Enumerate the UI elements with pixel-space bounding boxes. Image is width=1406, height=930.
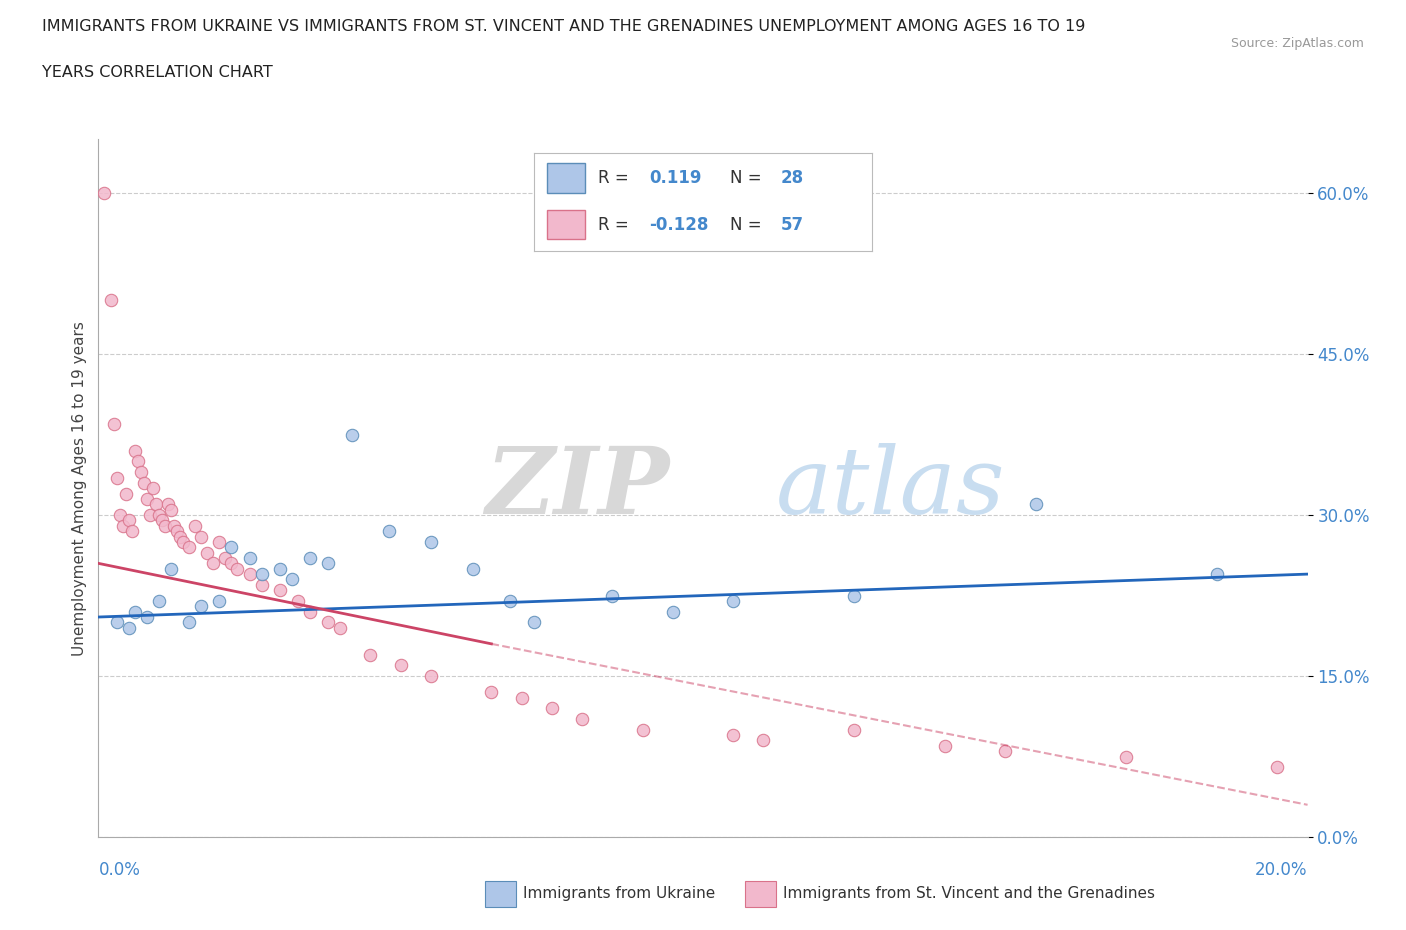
Point xyxy=(166,524,188,538)
Point xyxy=(160,502,183,517)
Point xyxy=(135,492,157,507)
Point xyxy=(752,733,775,748)
Text: atlas: atlas xyxy=(776,444,1005,533)
Point xyxy=(118,513,141,528)
Point xyxy=(377,524,399,538)
Point xyxy=(214,551,236,565)
Point xyxy=(114,486,136,501)
Point xyxy=(226,562,249,577)
Point xyxy=(179,539,201,554)
Point xyxy=(121,524,143,538)
Point xyxy=(281,572,304,587)
Point xyxy=(132,475,155,490)
Point xyxy=(103,417,125,432)
Point xyxy=(316,556,339,571)
Point xyxy=(150,513,173,528)
Point xyxy=(111,518,134,533)
Text: YEARS CORRELATION CHART: YEARS CORRELATION CHART xyxy=(42,65,273,80)
Point xyxy=(602,588,624,603)
Point xyxy=(844,588,866,603)
Point xyxy=(571,711,593,726)
Point xyxy=(169,529,191,544)
Point xyxy=(124,604,146,619)
Text: ZIP: ZIP xyxy=(485,444,669,533)
Point xyxy=(142,481,165,496)
Point xyxy=(221,556,243,571)
Point xyxy=(631,723,654,737)
Text: 20.0%: 20.0% xyxy=(1256,860,1308,879)
Point xyxy=(105,615,128,630)
Point xyxy=(124,444,146,458)
Point xyxy=(100,293,122,308)
Point xyxy=(148,593,170,608)
Point xyxy=(994,744,1017,759)
Point xyxy=(153,518,176,533)
Point xyxy=(239,566,262,581)
Point xyxy=(342,427,364,442)
Point xyxy=(118,620,141,635)
Point xyxy=(145,497,167,512)
Point xyxy=(108,508,131,523)
Text: Immigrants from St. Vincent and the Grenadines: Immigrants from St. Vincent and the Gren… xyxy=(783,886,1156,901)
Point xyxy=(190,529,212,544)
Point xyxy=(463,562,485,577)
Point xyxy=(179,615,201,630)
Point xyxy=(195,545,218,560)
Point xyxy=(1206,566,1229,581)
Point xyxy=(299,604,322,619)
Text: IMMIGRANTS FROM UKRAINE VS IMMIGRANTS FROM ST. VINCENT AND THE GRENADINES UNEMPL: IMMIGRANTS FROM UKRAINE VS IMMIGRANTS FR… xyxy=(42,19,1085,33)
Point xyxy=(184,518,207,533)
Point xyxy=(360,647,382,662)
Point xyxy=(420,535,443,550)
Point xyxy=(481,684,503,699)
Point xyxy=(239,551,262,565)
Point xyxy=(135,609,157,624)
Point xyxy=(287,593,309,608)
Point xyxy=(269,562,291,577)
Point xyxy=(1115,749,1137,764)
Point xyxy=(420,669,443,684)
Text: 0.0%: 0.0% xyxy=(98,860,141,879)
Point xyxy=(316,615,339,630)
Point xyxy=(1267,760,1289,775)
Point xyxy=(498,593,520,608)
Point xyxy=(250,578,273,592)
Point xyxy=(250,566,273,581)
Point xyxy=(105,470,128,485)
Point xyxy=(329,620,352,635)
Point xyxy=(202,556,225,571)
Text: Source: ZipAtlas.com: Source: ZipAtlas.com xyxy=(1230,37,1364,50)
Point xyxy=(723,727,745,742)
Point xyxy=(844,723,866,737)
Point xyxy=(208,593,231,608)
Point xyxy=(540,701,562,716)
Point xyxy=(269,583,291,598)
Point xyxy=(190,599,212,614)
Point xyxy=(129,465,152,480)
Point xyxy=(723,593,745,608)
Point xyxy=(221,539,243,554)
Point xyxy=(139,508,162,523)
Point xyxy=(523,615,546,630)
Point xyxy=(389,658,412,672)
Point xyxy=(160,562,183,577)
Point xyxy=(1024,497,1046,512)
Point xyxy=(148,508,170,523)
Point xyxy=(299,551,322,565)
Point xyxy=(127,454,149,469)
Text: Immigrants from Ukraine: Immigrants from Ukraine xyxy=(523,886,716,901)
Point xyxy=(93,186,115,201)
Point xyxy=(163,518,186,533)
Point xyxy=(208,535,231,550)
Y-axis label: Unemployment Among Ages 16 to 19 years: Unemployment Among Ages 16 to 19 years xyxy=(72,321,87,656)
Point xyxy=(661,604,683,619)
Point xyxy=(172,535,194,550)
Point xyxy=(156,497,179,512)
Point xyxy=(510,690,533,705)
Point xyxy=(934,738,956,753)
